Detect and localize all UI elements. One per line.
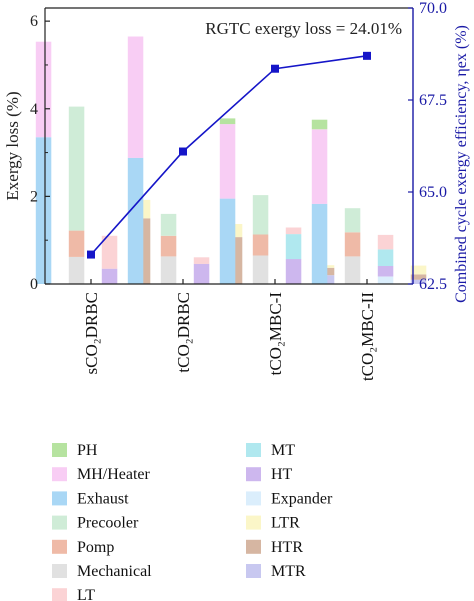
y-tick-label: 4 [30,101,38,118]
y-tick-label: 0 [30,276,38,293]
bar-segment-mh-heater [127,36,144,158]
legend-label: MH/Heater [77,466,151,483]
bar-segment-mtr [410,279,427,284]
legend-label: LT [77,587,95,601]
legend-swatch [52,443,67,457]
legend-label: Exhaust [77,490,129,507]
legend: PH MH/Heater Exhaust Precooler Pomp Mechanica… [52,442,333,601]
bar-segment-exhaust [311,203,328,284]
bar-segment-mechanical [160,256,177,284]
bar-segment-mechanical [252,255,269,284]
bar-segment-exhaust [127,157,144,284]
bar-segment-htr [410,274,427,280]
bar-segment-ht [193,263,210,284]
legend-swatch [52,491,67,506]
bar-segment-precooler [252,195,269,235]
efficiency-line [90,55,368,256]
annotation-text: RGTC exergy loss = 24.01% [205,19,402,38]
efficiency-point [271,64,279,73]
bar-segment-exhaust [219,198,236,284]
y-axis-title: Exergy loss (%) [3,91,22,200]
legend-label: Pomp [77,539,114,556]
bar-segment-lt [193,257,210,264]
efficiency-point [87,250,95,259]
legend-swatch [52,467,67,482]
bar-segment-pomp [252,234,269,256]
bar-segment-ltr [410,265,427,275]
legend-swatch [246,443,261,457]
x-category-label: tCO₂MBC-II [358,292,377,381]
bar-segment-precooler [160,213,177,236]
legend-label: Precooler [77,515,139,532]
y2-axis-title: Combined cycle exergy efficiency, ηex (%… [453,25,470,303]
legend-swatch [52,515,67,530]
bar-segment-mh-heater [219,124,236,199]
y-tick-label: 6 [30,13,38,30]
bar-segment-mechanical [68,256,85,284]
x-category-label: sCO₂DRBC [82,292,101,374]
legend-swatch [246,564,261,578]
bars-group [35,36,427,284]
y2-tick-label: 67.5 [419,92,447,109]
legend-label: HT [271,466,293,483]
bar-segment-ph [219,118,236,125]
bar-segment-ht [285,259,302,284]
legend-swatch [246,515,261,530]
bar-segment-ht [377,266,394,277]
bar-segment-precooler [344,208,361,233]
efficiency-point [179,147,187,156]
bar-segment-lt [101,235,118,269]
legend-label: Mechanical [77,563,152,580]
legend-swatch [246,467,261,482]
legend-label: Expander [271,490,333,507]
bar-segment-lt [377,234,394,250]
y2-tick-label: 62.5 [419,276,447,293]
bar-segment-ht [101,268,118,284]
bar-segment-mh-heater [35,41,52,138]
bar-segment-mt [377,249,394,266]
legend-label: MTR [271,563,306,580]
bar-segment-lt [285,227,302,235]
bar-segment-pomp [160,235,177,257]
x-category-label: tCO₂MBC-I [266,292,285,376]
x-category-label: tCO₂DRBC [174,292,193,373]
y2-tick-label: 65.0 [419,184,447,201]
legend-swatch [52,539,67,554]
y-tick-label: 2 [30,188,38,205]
legend-label: HTR [271,539,303,556]
y2-tick-label: 70.0 [419,0,447,17]
bar-segment-expander [377,276,394,284]
bar-segment-precooler [68,106,85,231]
legend-swatch [52,588,67,601]
legend-label: MT [271,442,295,459]
bar-segment-pomp [344,232,361,257]
bar-segment-mechanical [344,256,361,284]
legend-swatch [246,539,261,554]
legend-label: PH [77,442,98,459]
legend-label: LTR [271,515,300,532]
efficiency-point [363,51,371,60]
bar-segment-mh-heater [311,129,328,204]
bar-segment-mt [285,234,302,260]
legend-swatch [246,491,261,506]
bar-segment-exhaust [35,137,52,284]
bar-segment-ph [311,119,328,130]
bar-segment-pomp [68,230,85,257]
legend-swatch [52,564,67,578]
